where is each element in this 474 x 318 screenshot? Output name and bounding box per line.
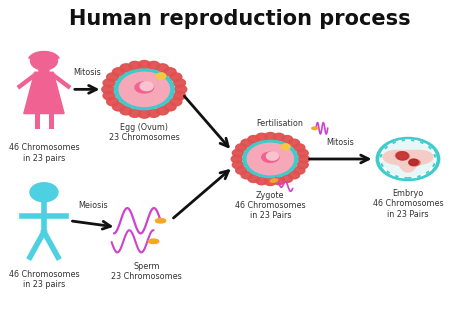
- Circle shape: [232, 149, 244, 157]
- Circle shape: [297, 161, 308, 169]
- Circle shape: [170, 98, 182, 106]
- Ellipse shape: [262, 152, 279, 162]
- Circle shape: [164, 68, 176, 76]
- Circle shape: [264, 178, 276, 185]
- Circle shape: [173, 79, 185, 87]
- Circle shape: [241, 139, 252, 147]
- Circle shape: [147, 109, 160, 117]
- Text: Mitosis: Mitosis: [327, 138, 355, 147]
- Circle shape: [174, 85, 187, 93]
- Circle shape: [102, 85, 114, 93]
- Circle shape: [231, 155, 242, 163]
- Text: 46 Chromosomes
in 23 pairs: 46 Chromosomes in 23 pairs: [9, 143, 79, 162]
- Ellipse shape: [395, 152, 409, 160]
- Circle shape: [107, 98, 119, 106]
- Circle shape: [140, 82, 153, 91]
- Circle shape: [156, 73, 166, 79]
- Circle shape: [273, 133, 284, 141]
- Text: Mitosis: Mitosis: [73, 68, 101, 77]
- Circle shape: [103, 79, 115, 87]
- Circle shape: [298, 155, 310, 163]
- Circle shape: [248, 135, 259, 143]
- Circle shape: [164, 103, 176, 111]
- Circle shape: [236, 167, 247, 174]
- Circle shape: [39, 67, 49, 74]
- Ellipse shape: [148, 239, 159, 244]
- Circle shape: [120, 107, 132, 115]
- Circle shape: [243, 140, 298, 178]
- Text: Human reproduction process: Human reproduction process: [69, 9, 411, 29]
- Circle shape: [294, 167, 305, 174]
- Ellipse shape: [312, 127, 318, 129]
- Circle shape: [380, 140, 436, 178]
- Text: Fertilisation: Fertilisation: [256, 119, 303, 128]
- Circle shape: [383, 142, 434, 176]
- Circle shape: [232, 161, 244, 169]
- Circle shape: [103, 92, 115, 100]
- Text: Egg (Ovum)
23 Chromosomes: Egg (Ovum) 23 Chromosomes: [109, 123, 180, 142]
- Circle shape: [266, 152, 278, 160]
- Circle shape: [282, 144, 290, 150]
- Ellipse shape: [271, 179, 278, 182]
- Circle shape: [138, 60, 150, 69]
- Circle shape: [288, 139, 300, 147]
- Circle shape: [297, 149, 308, 157]
- Circle shape: [173, 92, 185, 100]
- Circle shape: [170, 73, 182, 81]
- Ellipse shape: [155, 218, 166, 223]
- Circle shape: [288, 171, 300, 179]
- Circle shape: [236, 144, 247, 151]
- Circle shape: [248, 175, 259, 183]
- Circle shape: [129, 61, 141, 70]
- Circle shape: [256, 177, 267, 185]
- Circle shape: [256, 133, 267, 141]
- Text: Zygote
46 Chromosomes
in 23 Pairs: Zygote 46 Chromosomes in 23 Pairs: [235, 191, 306, 220]
- Circle shape: [156, 107, 169, 115]
- Circle shape: [247, 143, 293, 175]
- Polygon shape: [383, 150, 433, 172]
- Circle shape: [120, 64, 132, 72]
- Ellipse shape: [135, 82, 154, 93]
- Polygon shape: [24, 72, 64, 114]
- Circle shape: [30, 52, 57, 70]
- Circle shape: [129, 109, 141, 117]
- Circle shape: [114, 69, 174, 110]
- Circle shape: [409, 159, 418, 165]
- Circle shape: [147, 61, 160, 70]
- Circle shape: [112, 68, 125, 76]
- Text: Sperm
23 Chromosomes: Sperm 23 Chromosomes: [111, 262, 182, 281]
- Circle shape: [282, 175, 292, 183]
- Circle shape: [273, 177, 284, 185]
- Circle shape: [138, 110, 150, 118]
- Text: Embryo
46 Chromosomes
in 23 Pairs: Embryo 46 Chromosomes in 23 Pairs: [373, 189, 443, 219]
- Circle shape: [376, 137, 440, 181]
- Circle shape: [112, 103, 125, 111]
- Circle shape: [156, 64, 169, 72]
- Circle shape: [396, 152, 409, 160]
- Text: 46 Chromosomes
in 23 pairs: 46 Chromosomes in 23 pairs: [9, 270, 79, 289]
- Text: Meiosis: Meiosis: [78, 201, 108, 210]
- Circle shape: [294, 144, 305, 151]
- Circle shape: [241, 171, 252, 179]
- Ellipse shape: [409, 160, 420, 166]
- Circle shape: [282, 135, 292, 143]
- Circle shape: [30, 183, 58, 202]
- Circle shape: [119, 72, 170, 107]
- Circle shape: [107, 73, 119, 81]
- Circle shape: [264, 133, 276, 140]
